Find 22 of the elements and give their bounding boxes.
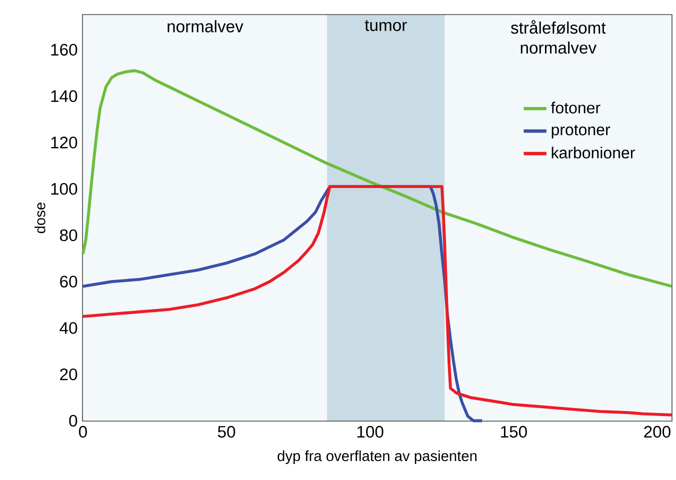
x-tick-label: 0 bbox=[78, 426, 87, 438]
x-tick-label: 100 bbox=[357, 426, 384, 438]
y-tick-label: 80 bbox=[60, 230, 78, 242]
x-axis-title: dyp fra overflaten av pasienten bbox=[278, 450, 476, 464]
y-tick-label: 100 bbox=[51, 183, 78, 195]
legend-label: protoner bbox=[552, 124, 610, 139]
legend-label: karbonioner bbox=[552, 146, 635, 159]
y-axis-title: dose bbox=[34, 202, 46, 234]
y-tick-label: 160 bbox=[51, 44, 78, 56]
y-tick-label: 0 bbox=[69, 414, 78, 427]
y-tick-label: 140 bbox=[51, 90, 78, 102]
x-tick-label: 150 bbox=[501, 426, 527, 438]
band-label: strålefølsomt normalvev bbox=[510, 20, 606, 54]
band-label: normalvev bbox=[168, 20, 244, 33]
y-tick-label: 120 bbox=[51, 136, 78, 149]
y-tick-label: 20 bbox=[60, 368, 78, 380]
x-tick-label: 50 bbox=[218, 426, 236, 438]
y-tick-label: 60 bbox=[60, 276, 78, 288]
legend-label: fotoner bbox=[551, 102, 600, 114]
band-label: tumor bbox=[364, 20, 407, 32]
y-tick-label: 40 bbox=[60, 322, 78, 334]
x-tick-label: 200 bbox=[644, 426, 670, 438]
